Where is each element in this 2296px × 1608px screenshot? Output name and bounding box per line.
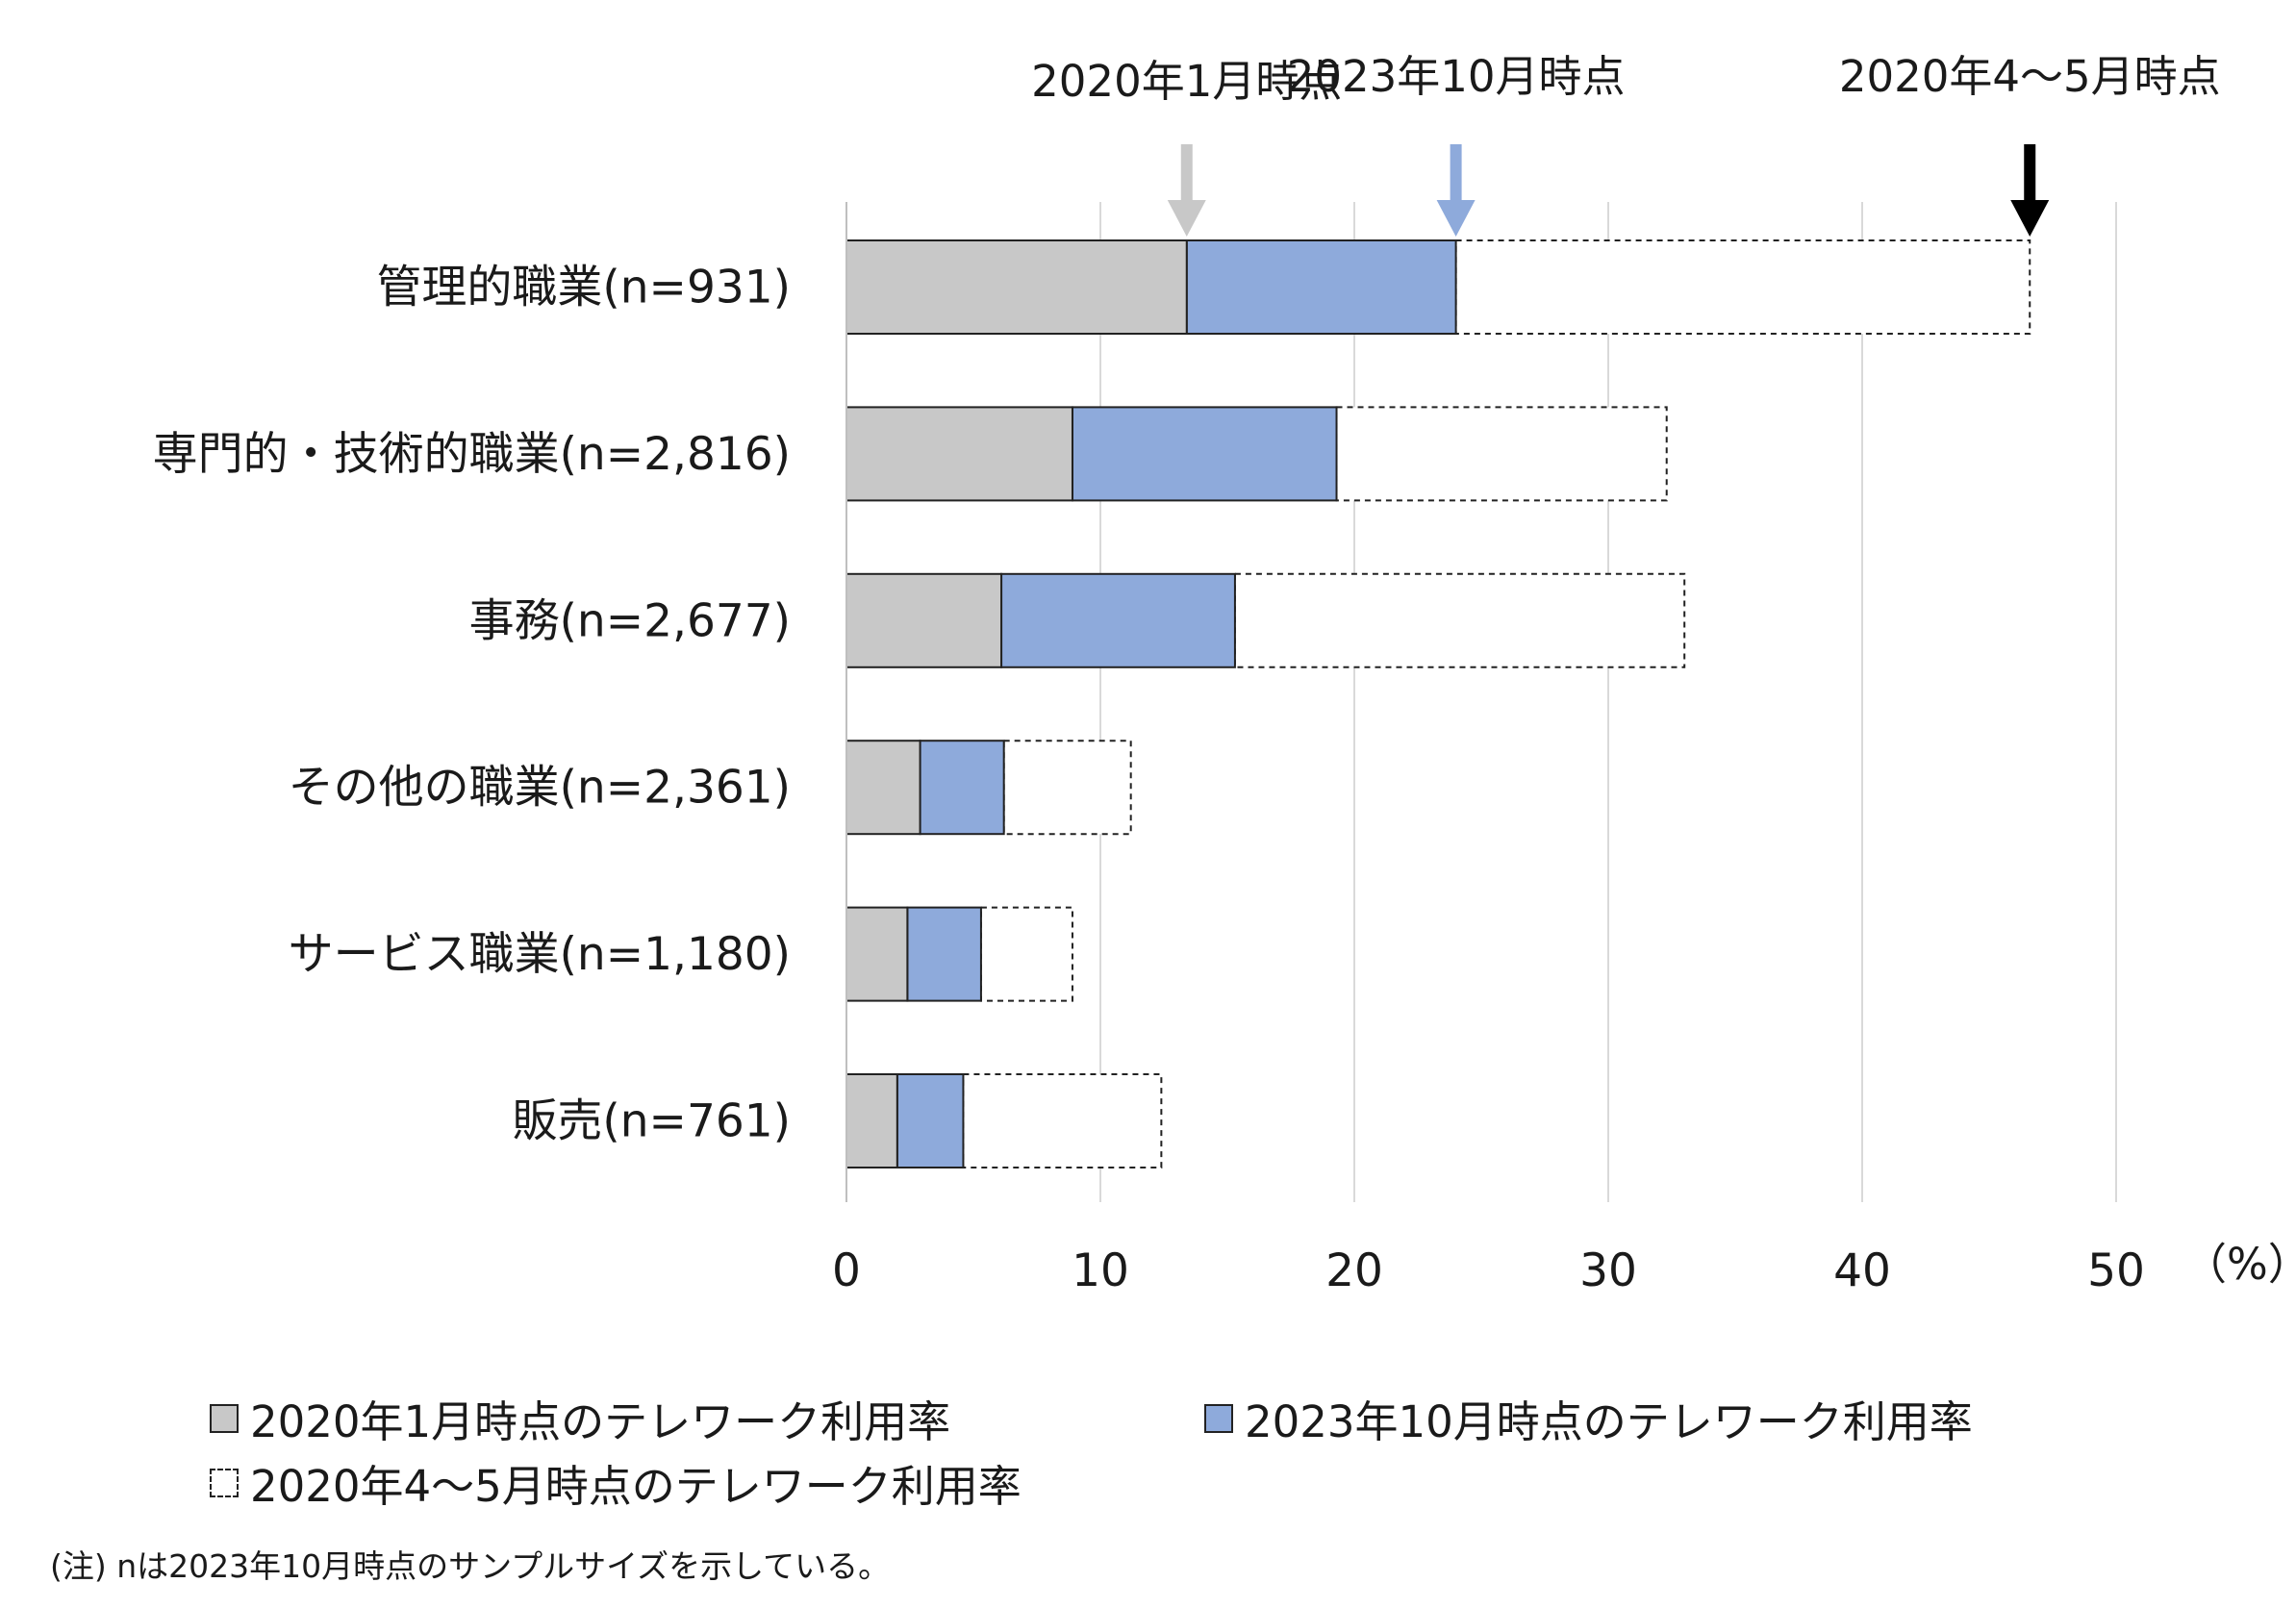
marker-arrow-head: [1436, 200, 1476, 237]
bar-apr-may2020: [979, 906, 1073, 1002]
category-label: サービス職業(n=1,180): [289, 928, 791, 981]
legend-item-oct2023: 2023年10月時点のテレワーク利用率: [1204, 1387, 1973, 1449]
bar-apr-may2020: [1002, 740, 1132, 836]
bar-oct2023: [919, 740, 1005, 836]
marker-label: 2020年4〜5月時点: [1839, 51, 2221, 102]
x-tick-label: 30: [1579, 1244, 1637, 1297]
marker-arrow-shaft: [1450, 144, 1462, 202]
bar-oct2023: [1185, 239, 1457, 335]
category-label: 販売(n=761): [512, 1095, 791, 1148]
bar-oct2023: [906, 906, 982, 1002]
legend-label-jan2020: 2020年1月時点のテレワーク利用率: [250, 1396, 951, 1447]
marker-label: 2020年1月時点: [1031, 56, 1342, 107]
category-label: 事務(n=2,677): [469, 594, 791, 647]
legend-item-apr-may2020: 2020年4〜5月時点のテレワーク利用率: [210, 1451, 1022, 1514]
legend-label-oct2023: 2023年10月時点のテレワーク利用率: [1245, 1396, 1973, 1447]
footnote: (注) nは2023年10月時点のサンプルサイズを示している。: [50, 1547, 891, 1585]
legend-swatch-blue: [1204, 1403, 1233, 1433]
category-label: その他の職業(n=2,361): [289, 762, 791, 815]
bar-apr-may2020: [1335, 406, 1668, 502]
bar-oct2023: [1000, 572, 1236, 668]
x-axis: 0 10 20 30 40 50 （%）: [832, 202, 2296, 1297]
bar-jan2020: [845, 406, 1073, 502]
legend-item-jan2020: 2020年1月時点のテレワーク利用率: [210, 1387, 950, 1449]
marker-arrow-shaft: [2024, 144, 2036, 202]
marker-arrow-shaft: [1180, 144, 1193, 202]
category-labels: 管理的職業(n=931) 専門的・技術的職業(n=2,816) 事務(n=2,677…: [153, 262, 791, 1148]
bar-jan2020: [845, 1073, 898, 1168]
x-tick-label: 10: [1072, 1244, 1129, 1297]
bar-oct2023: [1071, 406, 1338, 502]
marker-label: 2023年10月時点: [1287, 51, 1626, 102]
x-tick-label: 0: [832, 1244, 861, 1297]
marker-arrow-head: [2010, 200, 2050, 237]
gridlines: [845, 202, 2117, 1202]
legend-swatch-dashed: [210, 1468, 239, 1497]
x-tick-label: 50: [2087, 1244, 2145, 1297]
bars: [845, 239, 2031, 1168]
bar-apr-may2020: [962, 1073, 1163, 1168]
legend-swatch-gray: [210, 1403, 239, 1433]
bar-apr-may2020: [1454, 239, 2031, 335]
x-tick-label: 20: [1325, 1244, 1383, 1297]
marker-arrow-head: [1167, 200, 1206, 237]
x-tick-label: 40: [1833, 1244, 1891, 1297]
bar-jan2020: [845, 239, 1188, 335]
category-label: 管理的職業(n=931): [376, 262, 791, 314]
category-label: 専門的・技術的職業(n=2,816): [153, 428, 791, 481]
bar-jan2020: [845, 906, 909, 1002]
bar-jan2020: [845, 740, 921, 836]
x-axis-unit: （%）: [2183, 1239, 2296, 1290]
legend-label-apr-may2020: 2020年4〜5月時点のテレワーク利用率: [250, 1461, 1022, 1512]
bar-oct2023: [896, 1073, 965, 1168]
bar-apr-may2020: [1233, 572, 1686, 668]
bar-jan2020: [845, 572, 1003, 668]
